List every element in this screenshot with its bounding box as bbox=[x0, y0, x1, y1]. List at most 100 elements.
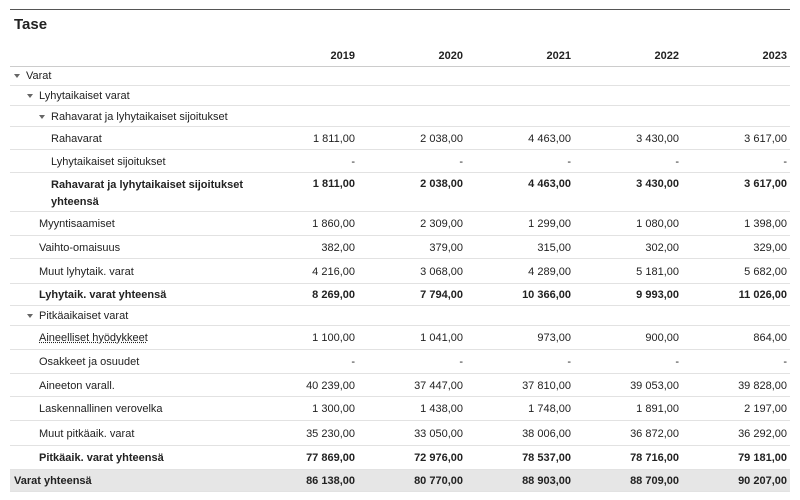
cell-value: 72 976,00 bbox=[414, 452, 463, 464]
table-row bbox=[10, 259, 790, 284]
cell-value: - bbox=[351, 356, 355, 368]
cell-value: 1 748,00 bbox=[528, 403, 571, 415]
expand-toggle[interactable] bbox=[27, 314, 33, 318]
cell-value: 7 794,00 bbox=[420, 289, 463, 301]
cell-value: - bbox=[675, 356, 679, 368]
table-row bbox=[10, 350, 790, 374]
row-label: Muut pitkäaik. varat bbox=[39, 427, 135, 440]
column-header: 2022 bbox=[654, 50, 679, 62]
cell-value: 90 207,00 bbox=[738, 475, 787, 487]
table-row[interactable] bbox=[10, 86, 790, 106]
cell-value: 88 903,00 bbox=[522, 475, 571, 487]
row-label: Aineeton varall. bbox=[39, 379, 115, 392]
cell-value: 315,00 bbox=[537, 241, 571, 254]
cell-value: 1 100,00 bbox=[312, 332, 355, 344]
expand-toggle[interactable] bbox=[27, 94, 33, 98]
row-label: Rahavarat ja lyhytaikaiset sijoitukset bbox=[51, 110, 228, 123]
cell-value: 36 872,00 bbox=[630, 427, 679, 440]
row-label: Vaihto-omaisuus bbox=[39, 241, 121, 254]
cell-value: 8 269,00 bbox=[312, 289, 355, 301]
expand-toggle[interactable] bbox=[39, 114, 45, 119]
cell-value: 78 716,00 bbox=[630, 452, 679, 464]
table-row bbox=[10, 127, 790, 150]
cell-value: 38 006,00 bbox=[522, 427, 571, 440]
cell-value: 1 891,00 bbox=[636, 403, 679, 415]
cell-value: 3 430,00 bbox=[636, 132, 679, 145]
cell-value: 302,00 bbox=[645, 241, 679, 254]
table-row bbox=[10, 236, 790, 259]
row-label: Pitkäaik. varat yhteensä bbox=[39, 452, 164, 464]
cell-value: 379,00 bbox=[429, 241, 463, 254]
cell-value: 3 430,00 bbox=[636, 178, 679, 190]
cell-value: - bbox=[459, 356, 463, 368]
row-label: Osakkeet ja osuudet bbox=[39, 356, 140, 368]
cell-value: - bbox=[567, 155, 571, 168]
cell-value: 1 811,00 bbox=[312, 132, 355, 145]
row-label: Laskennallinen verovelka bbox=[39, 403, 163, 415]
cell-value: 1 300,00 bbox=[312, 403, 355, 415]
cell-value: 2 309,00 bbox=[420, 218, 463, 230]
total-row bbox=[10, 470, 790, 492]
table-row bbox=[10, 446, 790, 470]
cell-value: 3 617,00 bbox=[744, 178, 787, 190]
cell-value: 900,00 bbox=[645, 332, 679, 344]
cell-value: 1 811,00 bbox=[312, 178, 355, 190]
cell-value: 36 292,00 bbox=[738, 427, 787, 440]
row-label: Pitkäaikaiset varat bbox=[39, 310, 129, 322]
table-row[interactable] bbox=[10, 66, 790, 86]
cell-value: 77 869,00 bbox=[306, 452, 355, 464]
cell-value: 1 299,00 bbox=[528, 218, 571, 230]
cell-value: 3 068,00 bbox=[420, 265, 463, 278]
cell-value: - bbox=[675, 155, 679, 168]
cell-value: 88 709,00 bbox=[630, 475, 679, 487]
row-label: Varat bbox=[26, 70, 52, 82]
table-row[interactable] bbox=[10, 306, 790, 326]
cell-value: 3 617,00 bbox=[744, 132, 787, 145]
cell-value: - bbox=[783, 155, 787, 168]
column-header: 2020 bbox=[438, 50, 463, 62]
cell-value: 40 239,00 bbox=[306, 379, 355, 392]
cell-value: 2 197,00 bbox=[744, 403, 787, 415]
cell-value: 11 026,00 bbox=[738, 289, 787, 301]
row-label: Rahavarat ja lyhytaikaiset sijoitukset y… bbox=[51, 179, 243, 208]
cell-value: 9 993,00 bbox=[636, 289, 679, 301]
cell-value: 33 050,00 bbox=[414, 427, 463, 440]
cell-value: 4 463,00 bbox=[528, 178, 571, 190]
top-rule bbox=[10, 9, 790, 10]
row-label[interactable]: Aineelliset hyödykkeet bbox=[39, 332, 148, 344]
row-label: Lyhytaikaiset varat bbox=[39, 90, 130, 102]
cell-value: 10 366,00 bbox=[522, 289, 571, 301]
row-label: Myyntisaamiset bbox=[39, 218, 115, 230]
expand-toggle[interactable] bbox=[14, 74, 20, 78]
row-label: Muut lyhytaik. varat bbox=[39, 265, 134, 278]
table-row[interactable] bbox=[10, 106, 790, 127]
cell-value: 39 053,00 bbox=[630, 379, 679, 392]
table-row bbox=[10, 421, 790, 446]
table-row bbox=[10, 150, 790, 173]
row-label: Rahavarat bbox=[51, 132, 102, 145]
cell-value: 39 828,00 bbox=[738, 379, 787, 392]
cell-value: 1 398,00 bbox=[744, 218, 787, 230]
cell-value: - bbox=[783, 356, 787, 368]
table-row bbox=[10, 326, 790, 350]
cell-value: 5 682,00 bbox=[744, 265, 787, 278]
cell-value: 37 810,00 bbox=[522, 379, 571, 392]
cell-value: 1 438,00 bbox=[420, 403, 463, 415]
column-header: 2023 bbox=[762, 50, 787, 62]
cell-value: 78 537,00 bbox=[522, 452, 571, 464]
cell-value: 4 463,00 bbox=[528, 132, 571, 145]
cell-value: 2 038,00 bbox=[420, 132, 463, 145]
table-row bbox=[10, 397, 790, 421]
table-row bbox=[10, 284, 790, 306]
cell-value: 973,00 bbox=[537, 332, 571, 344]
row-label: Lyhytaik. varat yhteensä bbox=[39, 289, 167, 301]
table-row bbox=[10, 173, 790, 212]
table-row bbox=[10, 374, 790, 397]
column-header: 2021 bbox=[546, 50, 571, 62]
cell-value: 37 447,00 bbox=[414, 379, 463, 392]
cell-value: 4 216,00 bbox=[312, 265, 355, 278]
row-label: Lyhytaikaiset sijoitukset bbox=[51, 155, 166, 168]
row-label: Varat yhteensä bbox=[14, 475, 92, 487]
cell-value: 2 038,00 bbox=[420, 178, 463, 190]
